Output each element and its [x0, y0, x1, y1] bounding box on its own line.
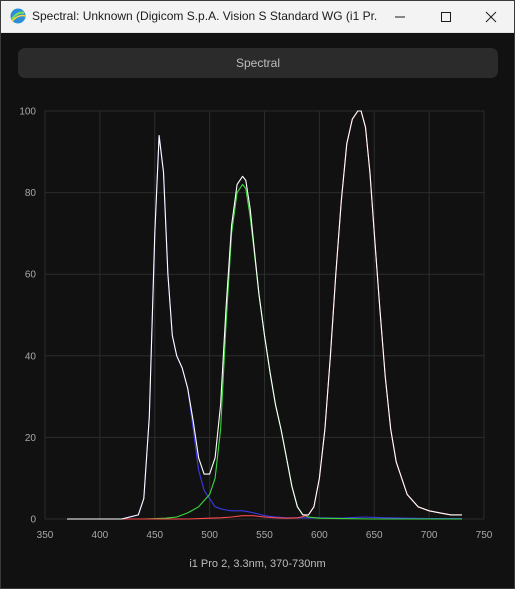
y-tick-label: 80 [25, 188, 37, 199]
y-tick-label: 60 [25, 270, 37, 281]
x-tick-label: 750 [476, 530, 493, 541]
close-button[interactable] [468, 1, 514, 32]
spectral-button[interactable]: Spectral [18, 48, 498, 78]
maximize-button[interactable] [423, 1, 469, 32]
y-axis-ticks: 0 20 40 60 80 100 [19, 107, 36, 526]
x-tick-label: 700 [421, 530, 438, 541]
spectral-chart: 0 20 40 60 80 100 350 400 450 500 550 600 650 700 750 [19, 107, 493, 542]
maximize-icon [441, 11, 451, 22]
title-bar[interactable]: Spectral: Unknown (Digicom S.p.A. Vision… [1, 1, 514, 33]
x-axis-ticks: 350 400 450 500 550 600 650 700 750 [37, 530, 493, 541]
chart-grid [44, 110, 485, 520]
y-tick-label: 0 [30, 515, 36, 526]
x-tick-label: 350 [37, 530, 54, 541]
close-icon [485, 11, 497, 22]
window-title: Spectral: Unknown (Digicom S.p.A. Vision… [32, 9, 377, 23]
y-tick-label: 20 [25, 433, 37, 444]
x-tick-label: 550 [256, 530, 273, 541]
series-line [67, 110, 462, 520]
series-line [67, 183, 462, 520]
x-tick-label: 400 [92, 530, 109, 541]
x-tick-label: 650 [366, 530, 383, 541]
minimize-button[interactable] [377, 1, 423, 32]
y-tick-label: 100 [19, 107, 36, 118]
minimize-icon [395, 16, 405, 17]
x-tick-label: 500 [201, 530, 218, 541]
x-tick-label: 600 [311, 530, 328, 541]
x-tick-label: 450 [146, 530, 163, 541]
app-logo-icon [10, 8, 26, 24]
chart-series [67, 110, 462, 520]
y-tick-label: 40 [25, 351, 37, 362]
instrument-caption: i1 Pro 2, 3.3nm, 370-730nm [189, 558, 326, 570]
content-area: Spectral 0 20 40 60 80 100 350 400 450 500 550 600… [1, 33, 514, 588]
